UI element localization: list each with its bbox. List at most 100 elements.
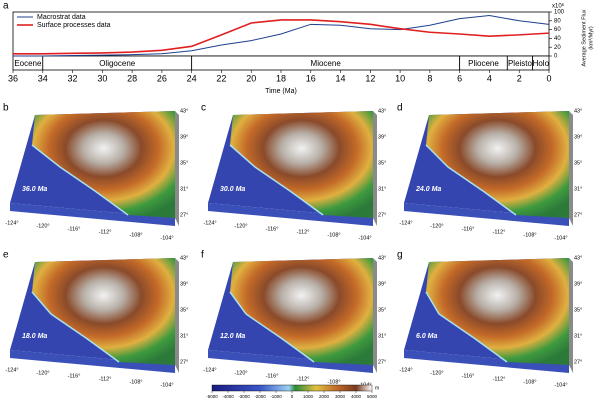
colorbar-label: 5000: [367, 394, 378, 399]
latitude-label: 31°: [378, 186, 386, 192]
panel-letter: c: [201, 103, 206, 114]
epoch-label: Miocene: [311, 59, 342, 68]
latitude-label: 27°: [180, 212, 188, 218]
latitude-label: 27°: [378, 359, 386, 365]
y-tick-label: 60: [554, 27, 561, 33]
map-land: [32, 111, 175, 218]
latitude-label: 43°: [378, 255, 386, 261]
longitude-label: -108°: [327, 379, 340, 385]
x-tick-label: 16: [306, 73, 316, 83]
y-scale-label: x10⁶: [552, 3, 565, 10]
map-side: [10, 350, 175, 373]
panel-letter: f: [201, 250, 204, 261]
latitude-label: 39°: [180, 134, 188, 140]
colorbar: [211, 384, 373, 392]
map-age: 12.0 Ma: [220, 333, 245, 340]
latitude-label: 39°: [574, 134, 582, 140]
longitude-label: -120°: [430, 223, 443, 229]
map-land: [230, 258, 373, 365]
y-axis-title: (km³/Myr): [588, 26, 594, 50]
latitude-label: 39°: [378, 134, 386, 140]
latitude-label: 39°: [180, 281, 188, 287]
latitude-label: 31°: [574, 333, 582, 339]
latitude-label: 35°: [574, 160, 582, 166]
longitude-label: -112°: [493, 376, 506, 382]
x-tick-label: 4: [487, 73, 492, 83]
x-tick-label: 32: [68, 73, 78, 83]
panel-letter: d: [397, 103, 403, 114]
latitude-label: 31°: [378, 333, 386, 339]
latitude-label: 27°: [180, 359, 188, 365]
map-side-right: [373, 111, 377, 226]
latitude-label: 43°: [574, 108, 582, 114]
colorbar-label: 2000: [319, 394, 330, 399]
epoch-label: Holo: [533, 59, 550, 68]
map-coast: [31, 144, 129, 216]
map-age: 18.0 Ma: [22, 333, 47, 340]
map-age: 36.0 Ma: [22, 186, 47, 193]
x-tick-label: 20: [246, 73, 256, 83]
colorbar-label: 3000: [335, 394, 346, 399]
longitude-label: -108°: [129, 232, 142, 238]
latitude-label: 35°: [378, 307, 386, 313]
longitude-label: -120°: [36, 370, 49, 376]
latitude-label: 27°: [378, 212, 386, 218]
latitude-label: 43°: [180, 108, 188, 114]
longitude-label: -116°: [68, 226, 81, 232]
y-tick-label: 20: [554, 45, 561, 51]
latitude-label: 35°: [378, 160, 386, 166]
longitude-label: -104°: [554, 382, 567, 388]
x-tick-label: 30: [97, 73, 107, 83]
panel-letter: g: [397, 250, 403, 261]
longitude-label: -124°: [5, 367, 18, 373]
x-tick-label: 34: [38, 73, 48, 83]
map-panel: d 24.0 Ma 43° 39° 35° 31° 27° -124° -120° -116° -1…: [397, 103, 582, 242]
longitude-label: -112°: [297, 229, 310, 235]
legend-label: Surface processes data: [37, 22, 111, 29]
map-side-right: [569, 258, 573, 373]
map-coast: [229, 144, 324, 216]
longitude-label: -120°: [234, 370, 247, 376]
map-panel: b 36.0 Ma 43° 39° 35° 31° 27° -124° -120° -116° -1…: [3, 103, 188, 242]
latitude-label: 35°: [180, 307, 188, 313]
longitude-label: -124°: [399, 367, 412, 373]
colorbar-label: -3000: [238, 394, 250, 399]
latitude-label: 43°: [180, 255, 188, 261]
longitude-label: -108°: [523, 232, 536, 238]
map-land: [230, 111, 373, 218]
longitude-label: -116°: [462, 373, 475, 379]
series-line: [13, 15, 550, 57]
colorbar-label: -5000: [206, 394, 218, 399]
map-panel: g 6.0 Ma 43° 39° 35° 31° 27° -124° -120° -116° -11…: [397, 250, 582, 389]
colorbar-label: -4000: [222, 394, 234, 399]
map-panel: c 30.0 Ma 43° 39° 35° 31° 27° -124° -120° -116° -1…: [201, 103, 386, 242]
longitude-label: -112°: [99, 376, 112, 382]
y-tick-label: 40: [554, 36, 561, 42]
longitude-label: -116°: [266, 373, 279, 379]
panel-label: a: [3, 1, 9, 12]
x-tick-label: 14: [336, 73, 346, 83]
map-side-right: [175, 258, 179, 373]
map-age: 6.0 Ma: [416, 333, 438, 340]
map-side-right: [569, 111, 573, 226]
longitude-label: -120°: [36, 223, 49, 229]
epoch-label: Oligocene: [99, 59, 136, 68]
longitude-label: -124°: [399, 220, 412, 226]
panel-letter: b: [3, 103, 9, 114]
x-tick-label: 26: [157, 73, 167, 83]
map-land: [32, 258, 175, 365]
map-coast: [31, 291, 120, 363]
map-side-right: [175, 111, 179, 226]
x-tick-label: 36: [8, 73, 18, 83]
latitude-label: 43°: [574, 255, 582, 261]
map-side: [208, 203, 373, 226]
latitude-label: 39°: [574, 281, 582, 287]
longitude-label: -108°: [327, 232, 340, 238]
longitude-label: -108°: [129, 379, 142, 385]
map-land: [426, 258, 569, 365]
colorbar-label: -1000: [270, 394, 282, 399]
longitude-label: -116°: [68, 373, 81, 379]
x-tick-label: 12: [365, 73, 375, 83]
latitude-label: 31°: [574, 186, 582, 192]
x-tick-label: 24: [187, 73, 197, 83]
